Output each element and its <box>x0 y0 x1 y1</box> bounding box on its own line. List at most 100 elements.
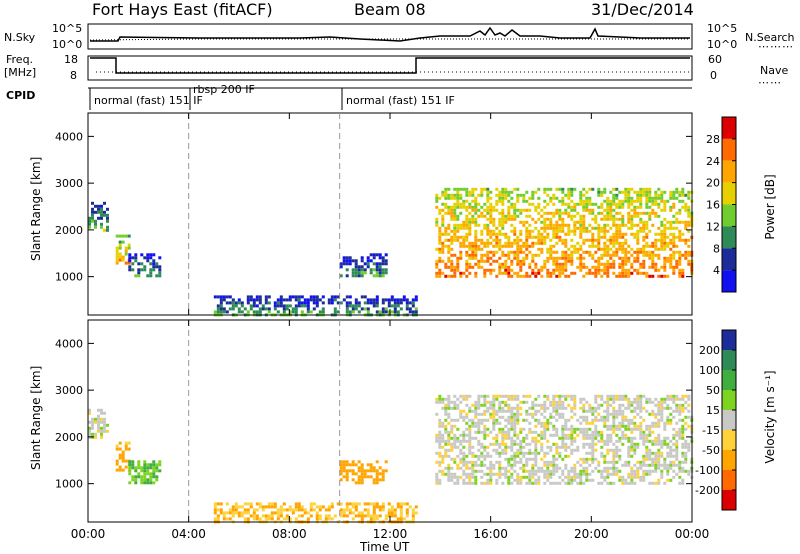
data-cell <box>465 394 469 398</box>
data-cell <box>291 307 295 311</box>
data-cell <box>366 298 370 302</box>
data-cell <box>435 472 439 476</box>
data-cell <box>243 517 247 521</box>
data-cell <box>450 274 454 278</box>
data-cell <box>255 295 259 299</box>
data-cell <box>675 403 679 407</box>
data-cell <box>651 223 655 227</box>
data-cell <box>528 430 532 434</box>
data-cell <box>450 268 454 272</box>
data-region <box>128 253 162 278</box>
data-cell <box>546 223 550 227</box>
data-cell <box>585 433 589 437</box>
data-cell <box>522 475 526 479</box>
data-cell <box>525 469 529 473</box>
data-cell <box>666 445 670 449</box>
data-cell <box>366 502 370 506</box>
data-cell <box>459 196 463 200</box>
data-cell <box>567 472 571 476</box>
data-cell <box>106 423 109 427</box>
data-cell <box>558 217 562 221</box>
data-cell <box>591 406 595 410</box>
data-cell <box>606 253 610 257</box>
data-cell <box>531 430 535 434</box>
data-cell <box>237 514 241 518</box>
data-cell <box>678 235 682 239</box>
data-cell <box>288 295 292 299</box>
data-cell <box>678 427 682 431</box>
data-cell <box>258 301 262 305</box>
data-cell <box>558 451 562 455</box>
data-cell <box>465 454 469 458</box>
data-cell <box>351 472 355 476</box>
data-cell <box>621 262 625 266</box>
data-cell <box>687 193 691 197</box>
data-cell <box>158 265 162 269</box>
data-cell <box>666 463 670 467</box>
data-cell <box>657 442 661 446</box>
data-cell <box>645 424 649 428</box>
data-cell <box>672 253 676 257</box>
data-cell <box>645 451 649 455</box>
data-cell <box>465 253 469 257</box>
data-cell <box>570 190 574 194</box>
data-cell <box>495 226 499 230</box>
data-cell <box>582 202 586 206</box>
data-cell <box>375 502 379 506</box>
data-cell <box>435 196 439 200</box>
data-cell <box>88 216 91 220</box>
data-cell <box>100 417 103 421</box>
data-cell <box>447 394 451 398</box>
data-cell <box>300 301 304 305</box>
data-cell <box>540 424 544 428</box>
data-cell <box>636 268 640 272</box>
data-cell <box>612 424 616 428</box>
y-tick-label: 1000 <box>55 478 83 491</box>
data-cell <box>498 454 502 458</box>
data-cell <box>261 514 265 518</box>
data-cell <box>447 274 451 278</box>
data-cell <box>285 298 289 302</box>
data-cell <box>597 244 601 248</box>
data-cell <box>486 190 490 194</box>
data-cell <box>621 409 625 413</box>
data-cell <box>597 271 601 275</box>
data-cell <box>435 247 439 251</box>
data-region <box>435 394 694 485</box>
data-cell <box>681 442 685 446</box>
data-cell <box>651 208 655 212</box>
data-cell <box>459 415 463 419</box>
data-cell <box>285 304 289 308</box>
data-cell <box>531 463 535 467</box>
data-cell <box>444 406 448 410</box>
data-cell <box>450 427 454 431</box>
data-cell <box>552 409 556 413</box>
data-cell <box>609 403 613 407</box>
data-cell <box>372 511 376 515</box>
data-cell <box>645 199 649 203</box>
data-cell <box>453 445 457 449</box>
data-cell <box>636 403 640 407</box>
data-cell <box>216 508 220 512</box>
data-cell <box>279 298 283 302</box>
data-cell <box>672 454 676 458</box>
data-cell <box>447 406 451 410</box>
data-cell <box>627 448 631 452</box>
data-cell <box>600 253 604 257</box>
data-cell <box>300 304 304 308</box>
data-cell <box>576 433 580 437</box>
data-cell <box>474 262 478 266</box>
data-cell <box>450 217 454 221</box>
data-cell <box>552 481 556 485</box>
data-cell <box>561 262 565 266</box>
data-cell <box>369 502 373 506</box>
data-cell <box>633 409 637 413</box>
data-cell <box>534 253 538 257</box>
data-cell <box>675 439 679 443</box>
data-cell <box>363 508 367 512</box>
data-cell <box>663 226 667 230</box>
data-cell <box>441 424 445 428</box>
data-cell <box>630 454 634 458</box>
data-cell <box>540 430 544 434</box>
data-cell <box>345 463 349 467</box>
